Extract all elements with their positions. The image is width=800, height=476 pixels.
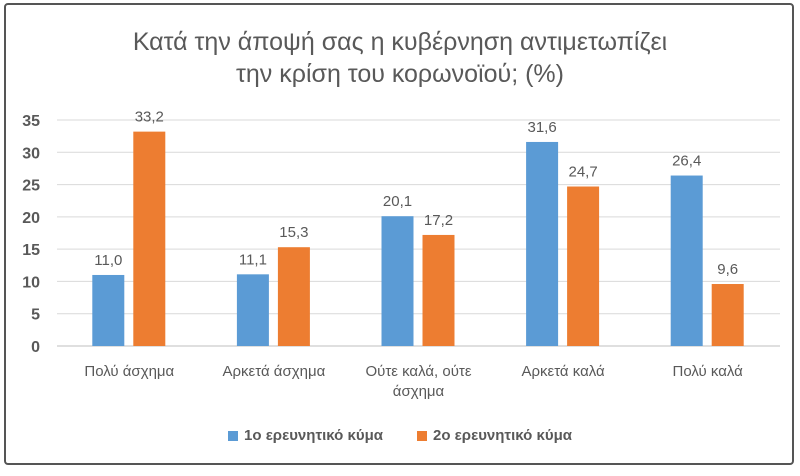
y-tick-label: 15 bbox=[22, 242, 40, 259]
y-tick-label: 0 bbox=[31, 339, 40, 356]
data-label: 26,4 bbox=[672, 153, 701, 170]
bar-2 bbox=[422, 234, 455, 346]
legend: 1ο ερευνητικό κύμα 2ο ερευνητικό κύμα bbox=[0, 427, 800, 444]
data-label: 33,2 bbox=[135, 109, 164, 126]
chart-frame bbox=[4, 3, 794, 465]
x-tick-label: Αρκετά καλά bbox=[521, 363, 605, 380]
chart-title-line-1: Κατά την άποψή σας η κυβέρνηση αντιμετωπ… bbox=[132, 28, 668, 56]
data-label: 9,6 bbox=[717, 261, 738, 278]
x-tick-label: Πολύ καλά bbox=[673, 363, 744, 380]
x-tick-label: Αρκετά άσχημα bbox=[223, 363, 326, 380]
data-label: 31,6 bbox=[527, 119, 556, 136]
chart-title-line-2: την κρίση του κορωνοϊού; (%) bbox=[236, 60, 564, 88]
data-label: 20,1 bbox=[383, 193, 412, 210]
legend-label-series-1: 1ο ερευνητικό κύμα bbox=[244, 427, 383, 444]
data-label: 17,2 bbox=[424, 212, 453, 229]
y-tick-label: 30 bbox=[22, 145, 40, 162]
data-label: 11,0 bbox=[94, 252, 122, 269]
data-label: 11,1 bbox=[239, 251, 267, 268]
x-tick-label: Πολύ άσχημα bbox=[84, 363, 174, 380]
legend-label-series-2: 2ο ερευνητικό κύμα bbox=[433, 427, 572, 444]
bar-1 bbox=[381, 216, 414, 346]
bar-1 bbox=[236, 274, 269, 346]
y-tick-label: 10 bbox=[22, 274, 40, 291]
legend-item-series-1: 1ο ερευνητικό κύμα bbox=[228, 427, 383, 444]
legend-swatch-series-1 bbox=[228, 430, 239, 441]
data-label: 24,7 bbox=[568, 164, 597, 181]
legend-swatch-series-2 bbox=[417, 430, 427, 441]
y-tick-label: 5 bbox=[31, 307, 40, 324]
x-tick-label: άσχημα bbox=[393, 383, 445, 400]
data-label: 15,3 bbox=[279, 224, 308, 241]
legend-item-series-2: 2ο ερευνητικό κύμα bbox=[417, 427, 572, 444]
x-tick-label: Ούτε καλά, ούτε bbox=[365, 363, 471, 380]
y-tick-label: 25 bbox=[22, 178, 40, 195]
bar-2 bbox=[567, 186, 600, 346]
bar-2 bbox=[277, 247, 310, 346]
bar-1 bbox=[92, 274, 125, 346]
bar-1 bbox=[526, 141, 559, 346]
bar-2 bbox=[133, 131, 166, 346]
y-tick-label: 35 bbox=[22, 113, 40, 130]
bar-2 bbox=[711, 284, 744, 346]
y-tick-label: 20 bbox=[22, 210, 40, 227]
bar-1 bbox=[670, 175, 703, 346]
